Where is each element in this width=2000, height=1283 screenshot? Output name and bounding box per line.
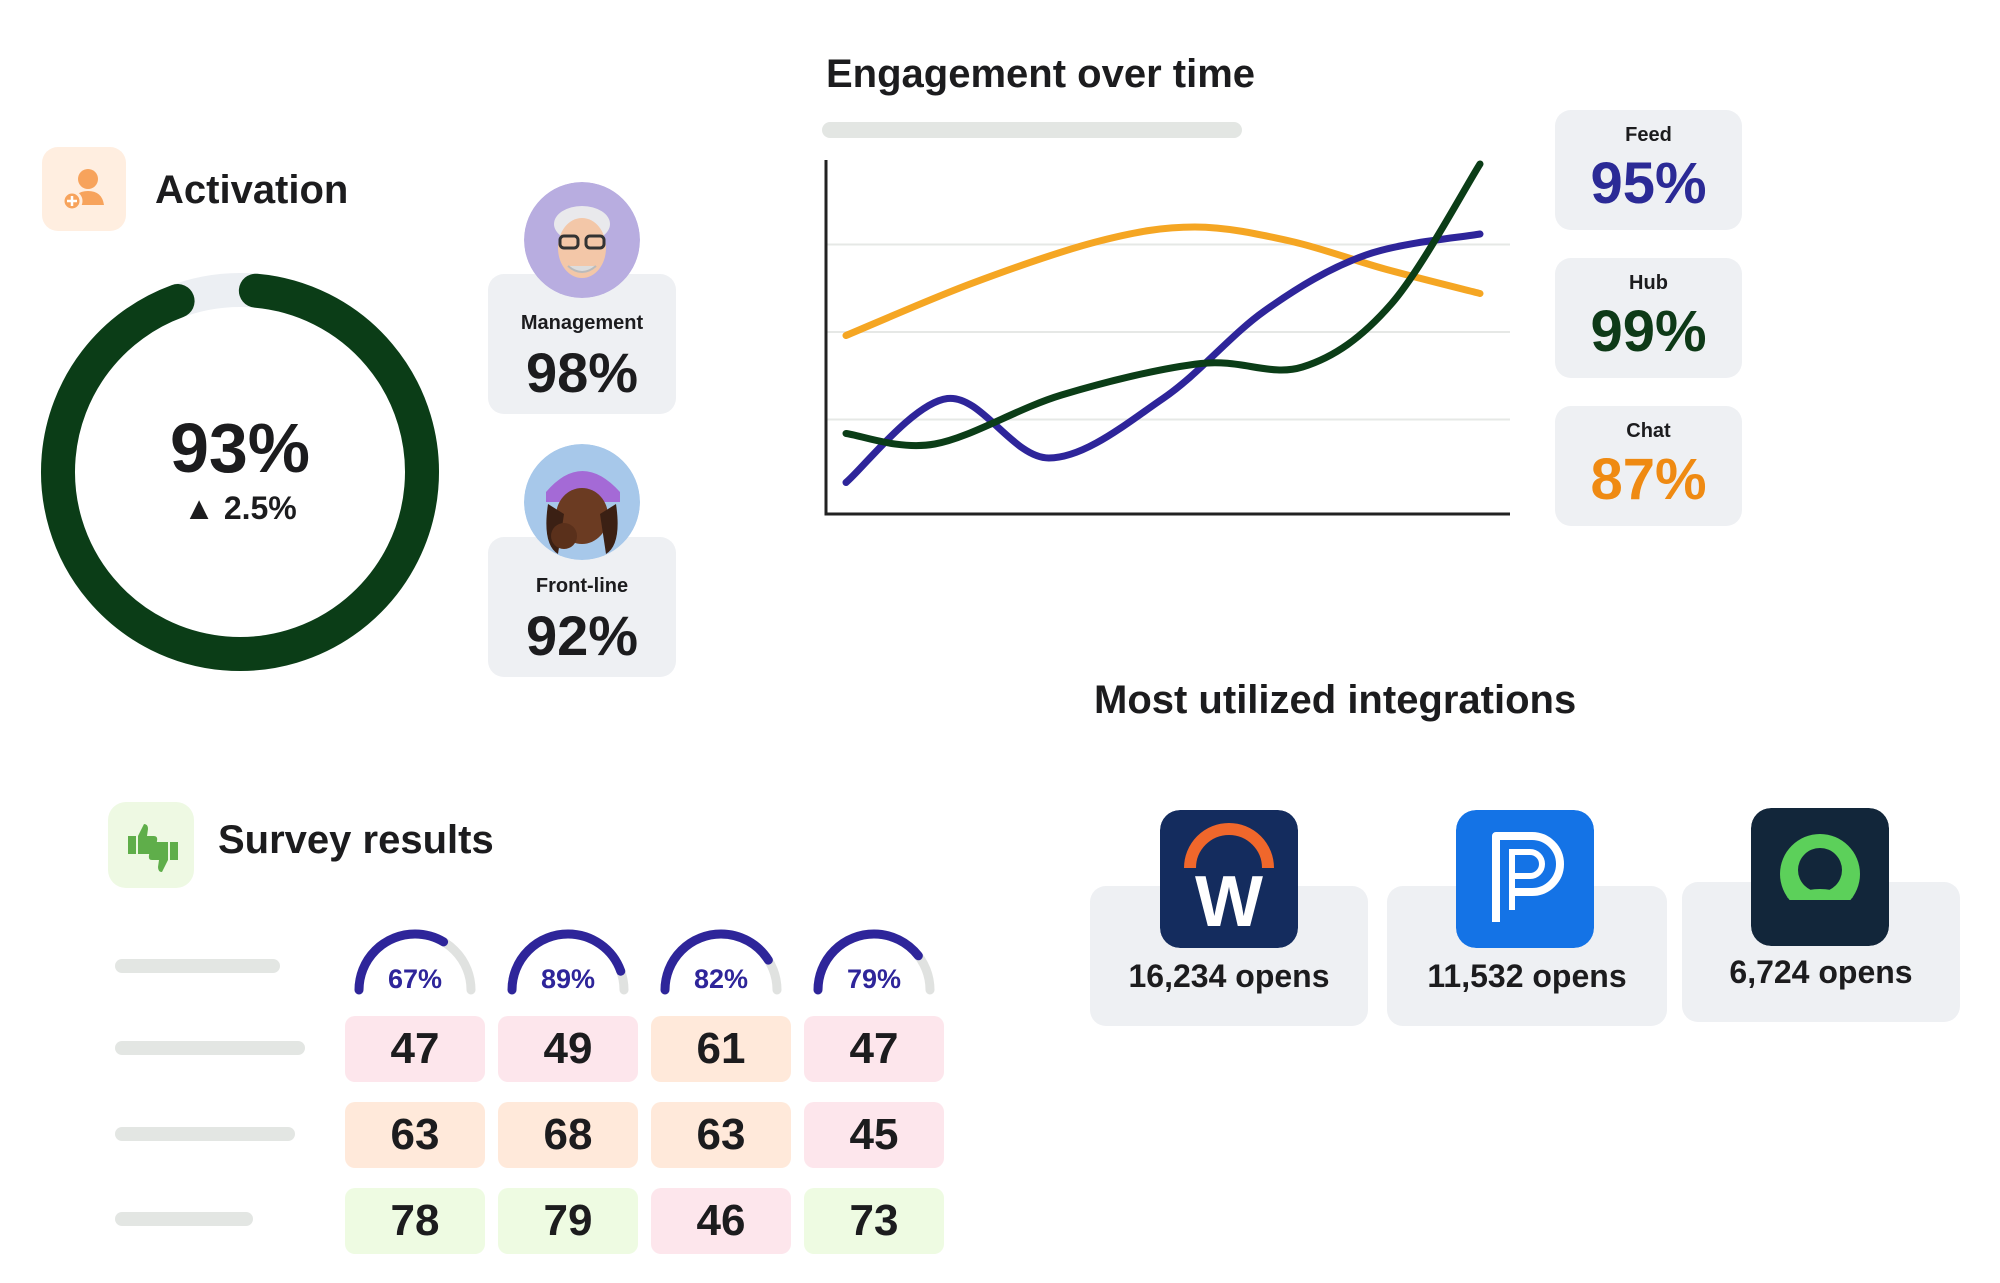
activation-delta: ▲ 2.5%: [183, 490, 297, 526]
gauge-fill: [660, 929, 782, 995]
stat-card-hub: Hub 99%: [1555, 258, 1742, 378]
user-add-icon: [61, 169, 104, 212]
donut-arc: [41, 273, 439, 671]
survey-cell: 47: [804, 1016, 944, 1082]
gauge-label: 89%: [541, 964, 595, 994]
stat-label: Chat: [1626, 420, 1671, 442]
integration-opens: 16,234 opens: [1128, 958, 1330, 994]
integration-opens: 6,724 opens: [1729, 954, 1913, 990]
p-app-icon[interactable]: [1456, 810, 1594, 948]
survey-cell: 49: [498, 1016, 638, 1082]
activation-icon-tile: [42, 147, 126, 231]
chart-axes: [824, 160, 1510, 516]
segment-label: Management: [520, 312, 644, 334]
gauge-label: 79%: [847, 964, 901, 994]
survey-row-label-placeholder: [115, 959, 280, 973]
survey-row-label-placeholder: [115, 1041, 305, 1055]
survey-title: Survey results: [218, 818, 494, 862]
segment-card-management: Management 98%: [488, 274, 676, 414]
gauge-fill: [813, 929, 935, 995]
survey-gauge: 82%: [660, 929, 782, 995]
engagement-title: Engagement over time: [826, 52, 1256, 96]
survey-row-label-placeholder: [115, 1127, 295, 1141]
survey-cell: 63: [345, 1102, 485, 1168]
segment-card-frontline: Front-line 92%: [488, 537, 676, 677]
stat-card-chat: Chat 87%: [1555, 406, 1742, 526]
integrations-title: Most utilized integrations: [1094, 678, 1577, 722]
survey-row-label-placeholder: [115, 1212, 253, 1226]
survey-cell: 73: [804, 1188, 944, 1254]
survey-cell: 46: [651, 1188, 791, 1254]
gauge-fill: [507, 929, 629, 995]
segment-value: 92%: [525, 604, 639, 667]
stat-value: 99%: [1590, 299, 1707, 364]
series-line-chat: [842, 223, 1484, 339]
activation-donut: [41, 273, 439, 671]
stat-value: 87%: [1590, 447, 1707, 512]
survey-cell: 79: [498, 1188, 638, 1254]
survey-cell: 45: [804, 1102, 944, 1168]
gauge-fill: [354, 929, 476, 995]
thumbs-up-down-icon: [128, 824, 178, 872]
integration-opens: 11,532 opens: [1427, 958, 1627, 994]
survey-gauge: 67%: [354, 929, 476, 995]
workday-w-icon[interactable]: W: [1160, 810, 1298, 948]
segment-label: Front-line: [535, 575, 629, 597]
engagement-chart: [824, 160, 1510, 516]
stat-card-feed: Feed 95%: [1555, 110, 1742, 230]
avatar-management: [524, 182, 640, 298]
stat-label: Feed: [1625, 124, 1672, 146]
stat-value: 95%: [1590, 151, 1707, 216]
survey-cell: 63: [651, 1102, 791, 1168]
stat-label: Hub: [1629, 272, 1668, 294]
gauge-label: 82%: [694, 964, 748, 994]
survey-cell: 68: [498, 1102, 638, 1168]
survey-cell: 47: [345, 1016, 485, 1082]
survey-gauge: 89%: [507, 929, 629, 995]
engagement-subtitle-placeholder: [822, 122, 1242, 138]
survey-icon-tile: [108, 802, 194, 888]
survey-cell: 78: [345, 1188, 485, 1254]
svg-text:W: W: [1195, 862, 1263, 942]
activation-value: 93%: [169, 409, 311, 487]
avatar-frontline: [524, 444, 640, 560]
series-line-feed: [842, 230, 1484, 486]
survey-gauge: 79%: [813, 929, 935, 995]
gauge-label: 67%: [388, 964, 442, 994]
series-line-hub: [842, 160, 1484, 450]
activation-title: Activation: [155, 168, 349, 212]
survey-cell: 61: [651, 1016, 791, 1082]
segment-value: 98%: [525, 341, 639, 404]
green-ring-app-icon[interactable]: [1751, 808, 1889, 946]
